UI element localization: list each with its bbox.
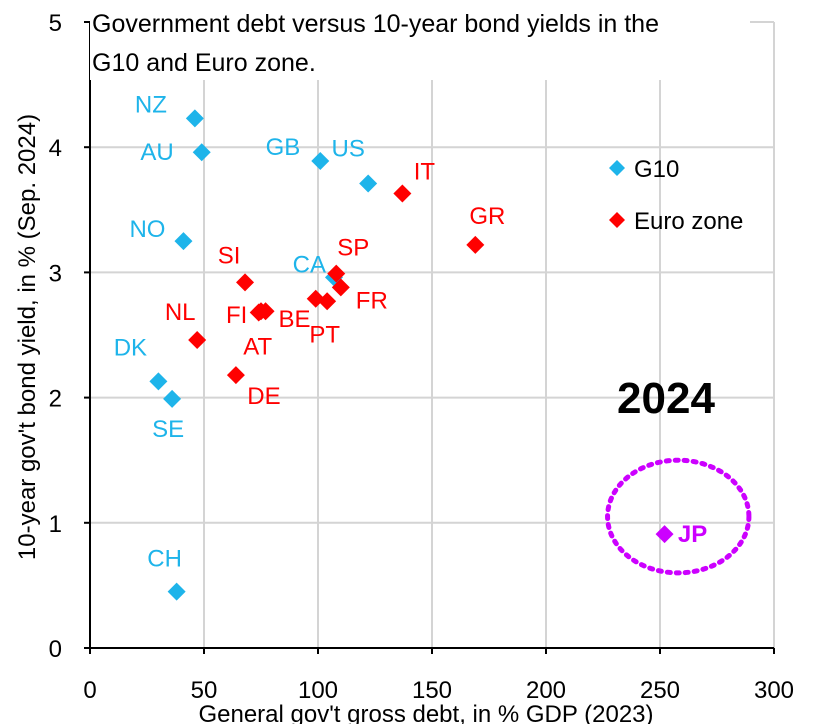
- point-sp: [327, 264, 346, 283]
- point-label-au: AU: [140, 139, 173, 166]
- y-tick-label: 1: [49, 511, 62, 538]
- x-tick-label: 300: [754, 677, 794, 704]
- x-tick-labels: 0 50 100 150 200 250 300: [83, 677, 794, 704]
- legend: G10 Euro zone: [609, 156, 743, 235]
- point-label-jp: JP: [678, 521, 707, 548]
- legend-marker: [609, 160, 625, 176]
- point-label-us: US: [331, 136, 364, 163]
- point-label-be: BE: [279, 306, 311, 333]
- point-si: [236, 273, 255, 292]
- legend-label: Euro zone: [634, 208, 743, 235]
- point-de: [226, 366, 245, 385]
- point-labels: NZ AU GB US NO CA DK SE CH IT GR SI SP FR FI BE AT PT NL DE…: [114, 91, 708, 572]
- point-au: [192, 143, 211, 162]
- point-dk: [149, 372, 168, 391]
- year-annotation: 2024: [617, 374, 715, 423]
- point-pt: [318, 292, 337, 311]
- axes: [84, 21, 775, 654]
- point-us: [359, 174, 378, 193]
- point-fr: [331, 278, 350, 297]
- point-jp: [655, 525, 674, 544]
- point-label-nl: NL: [165, 299, 196, 326]
- point-label-sp: SP: [337, 235, 369, 262]
- point-label-no: NO: [129, 216, 165, 243]
- point-label-se: SE: [152, 416, 184, 443]
- point-label-pt: PT: [309, 322, 340, 349]
- x-axis-label: General gov't gross debt, in % GDP (2023…: [198, 701, 653, 724]
- y-axis-label: 10-year gov't bond yield, in % (Sep. 202…: [14, 114, 41, 560]
- x-tick-label: 150: [412, 677, 452, 704]
- x-tick-label: 100: [298, 677, 338, 704]
- point-label-ca: CA: [293, 251, 326, 278]
- jp-highlight-circle: [605, 457, 752, 576]
- y-tick-label: 4: [49, 135, 62, 162]
- data-points: [149, 109, 674, 601]
- y-tick-labels: 0 1 2 3 4 5: [49, 10, 62, 663]
- point-gb: [311, 151, 330, 170]
- point-label-fi: FI: [226, 302, 247, 329]
- x-tick-label: 50: [191, 677, 218, 704]
- y-tick-label: 3: [49, 260, 62, 287]
- chart-title-line-1: Government debt versus 10-year bond yiel…: [92, 10, 659, 38]
- x-tick-label: 250: [640, 677, 680, 704]
- point-gr: [466, 235, 485, 254]
- y-tick-label: 0: [49, 636, 62, 663]
- point-label-ch: CH: [147, 546, 182, 573]
- y-tick-label: 2: [49, 386, 62, 413]
- point-label-it: IT: [414, 159, 436, 186]
- point-nl: [188, 331, 207, 350]
- point-it: [393, 184, 412, 203]
- legend-marker: [609, 212, 625, 228]
- point-label-gb: GB: [266, 134, 301, 161]
- chart-title-line-2: G10 and Euro zone.: [92, 49, 316, 77]
- point-label-gr: GR: [469, 203, 505, 230]
- point-at: [249, 303, 268, 322]
- point-no: [174, 232, 193, 251]
- point-nz: [185, 109, 204, 128]
- x-tick-label: 200: [526, 677, 566, 704]
- point-label-si: SI: [218, 242, 241, 269]
- point-label-fr: FR: [356, 287, 388, 314]
- point-label-dk: DK: [114, 334, 147, 361]
- chart-title: Government debt versus 10-year bond yiel…: [90, 5, 750, 80]
- point-ch: [167, 582, 186, 601]
- point-label-nz: NZ: [135, 91, 167, 118]
- point-label-at: AT: [243, 333, 272, 360]
- x-tick-label: 0: [83, 677, 96, 704]
- point-label-de: DE: [247, 383, 280, 410]
- point-se: [163, 389, 182, 408]
- legend-label: G10: [634, 156, 679, 183]
- y-tick-label: 5: [49, 10, 62, 37]
